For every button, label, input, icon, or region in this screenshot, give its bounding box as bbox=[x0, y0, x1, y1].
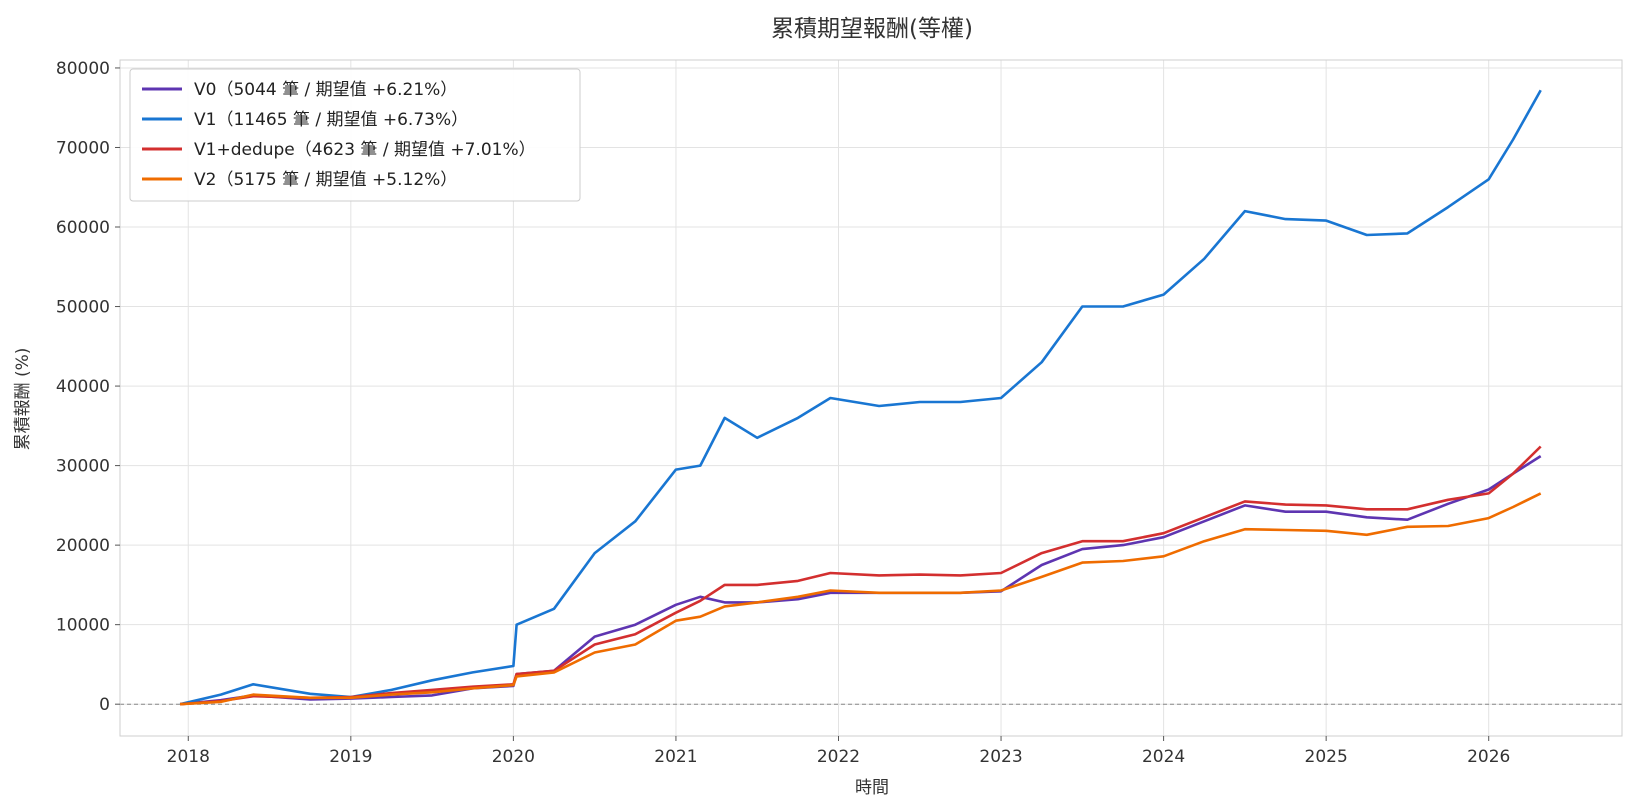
legend-label: V1+dedupe（4623 筆 / 期望值 +7.01%） bbox=[194, 140, 536, 160]
legend-label: V1（11465 筆 / 期望值 +6.73%） bbox=[194, 110, 468, 130]
legend-label: V2（5175 筆 / 期望值 +5.12%） bbox=[194, 170, 457, 190]
x-tick-label: 2025 bbox=[1305, 747, 1348, 767]
x-tick-label: 2024 bbox=[1142, 747, 1185, 767]
y-tick-label: 80000 bbox=[56, 59, 110, 79]
y-tick-label: 70000 bbox=[56, 138, 110, 158]
x-tick-label: 2026 bbox=[1467, 747, 1510, 767]
x-tick-label: 2021 bbox=[654, 747, 697, 767]
y-tick-label: 0 bbox=[99, 695, 110, 715]
x-axis-label: 時間 bbox=[855, 778, 889, 798]
legend-box bbox=[129, 68, 581, 202]
x-tick-label: 2019 bbox=[329, 747, 372, 767]
plot-frame bbox=[119, 59, 1623, 737]
legend: V0（5044 筆 / 期望值 +6.21%） V1（11465 筆 / 期望值 … bbox=[129, 68, 581, 202]
series-line-1 bbox=[179, 89, 1542, 706]
y-tick-label: 10000 bbox=[56, 616, 110, 636]
chart-title: 累積期望報酬(等權) bbox=[771, 16, 973, 42]
x-tick-label: 2020 bbox=[492, 747, 535, 767]
y-tick-label: 50000 bbox=[56, 298, 110, 318]
y-axis-label: 累積報酬 (%) bbox=[13, 348, 33, 451]
series-group bbox=[179, 89, 1542, 706]
y-axis: 0 10000 20000 30000 40000 50000 60000 70000 8000… bbox=[56, 59, 120, 715]
series-line-3 bbox=[180, 492, 1542, 706]
legend-label: V0（5044 筆 / 期望值 +6.21%） bbox=[194, 80, 457, 100]
series-line-0 bbox=[179, 455, 1542, 706]
y-tick-label: 60000 bbox=[56, 218, 110, 238]
x-tick-label: 2018 bbox=[167, 747, 210, 767]
y-tick-label: 30000 bbox=[56, 457, 110, 477]
x-axis: 2018 2019 2020 2021 2022 2023 2024 2025 2026 bbox=[167, 736, 1510, 767]
x-tick-label: 2022 bbox=[817, 747, 860, 767]
series-line-2 bbox=[179, 445, 1542, 706]
x-tick-label: 2023 bbox=[979, 747, 1022, 767]
y-tick-label: 40000 bbox=[56, 377, 110, 397]
y-tick-label: 20000 bbox=[56, 536, 110, 556]
